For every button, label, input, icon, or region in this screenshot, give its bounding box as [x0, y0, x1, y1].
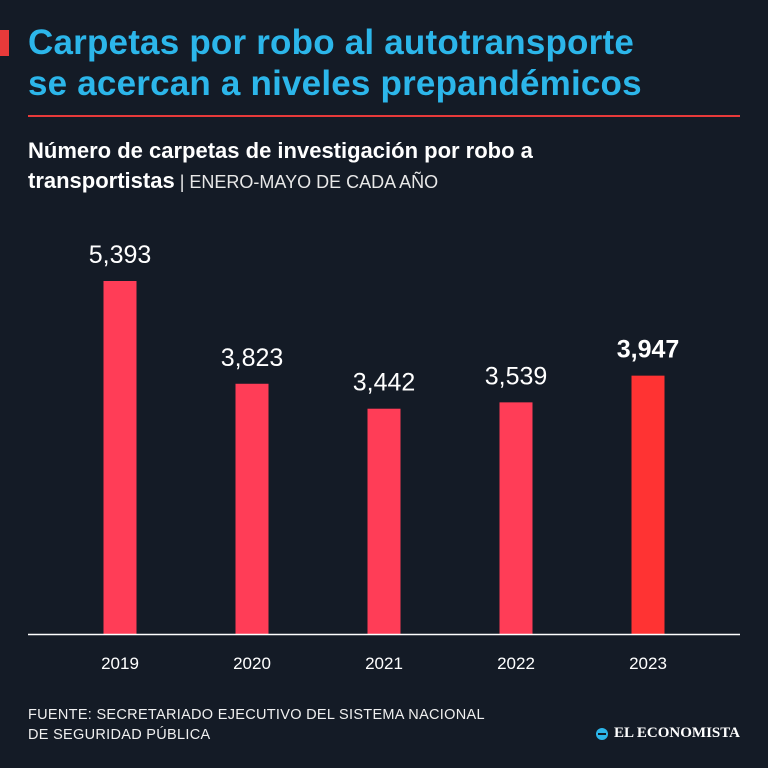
data-label-2022: 3,539 [485, 362, 548, 390]
accent-bar [0, 30, 9, 56]
bar-2021 [367, 408, 401, 634]
chart-subtitle: Número de carpetas de investigación por … [28, 136, 748, 197]
brand-mark-icon [596, 727, 608, 740]
data-label-2019: 5,393 [89, 241, 152, 269]
brand-name: EL ECONOMISTA [614, 725, 740, 741]
subtitle-line-2: transportistas | ENERO-MAYO DE CADA AÑO [28, 166, 748, 197]
bar-2023 [631, 375, 665, 634]
source-note: FUENTE: SECRETARIADO EJECUTIVO DEL SISTE… [28, 705, 568, 745]
subtitle-period-note: | ENERO-MAYO DE CADA AÑO [174, 172, 439, 192]
brand-logo: EL ECONOMISTA [596, 725, 740, 742]
headline-divider [28, 115, 740, 117]
bar-chart: 5,393 2019 3,823 2020 3,442 2021 3,539 2022 3,94… [28, 241, 740, 673]
subtitle-bold-part: transportistas [28, 168, 175, 193]
headline-line-2: se acercan a niveles prepandémicos [28, 64, 642, 103]
x-tick-label-2021: 2021 [365, 654, 403, 673]
x-tick-label-2019: 2019 [101, 654, 139, 673]
source-line-1: FUENTE: SECRETARIADO EJECUTIVO DEL SISTE… [28, 707, 485, 723]
x-tick-label-2023: 2023 [629, 654, 667, 673]
bar-2020 [235, 383, 269, 634]
data-label-2020: 3,823 [221, 344, 284, 372]
headline-line-1: Carpetas por robo al autotransporte [28, 23, 634, 62]
subtitle-line-1: Número de carpetas de investigación por … [28, 138, 533, 163]
bar-2019 [103, 281, 137, 634]
data-label-2023: 3,947 [617, 336, 680, 364]
data-label-2021: 3,442 [353, 369, 416, 397]
bar-2022 [499, 402, 533, 634]
source-line-2: DE SEGURIDAD PÚBLICA [28, 727, 211, 743]
headline: Carpetas por robo al autotransporte se a… [28, 22, 748, 104]
x-tick-label-2022: 2022 [497, 654, 535, 673]
x-tick-label-2020: 2020 [233, 654, 271, 673]
